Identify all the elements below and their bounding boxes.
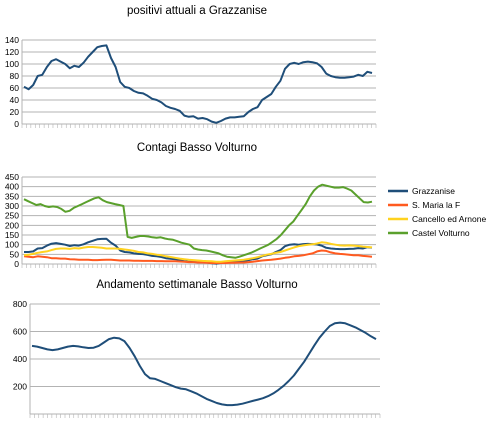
chart-2: Contagi Basso Volturno 050100150200250300… [5, 142, 487, 269]
y-tick-label: 80 [10, 71, 20, 81]
y-tick-label: 200 [5, 220, 19, 230]
y-tick-label: 60 [10, 83, 20, 93]
y-tick-label: 40 [10, 95, 20, 105]
y-tick-label: 400 [5, 182, 19, 192]
series-line-cancello-ed-arnone [23, 241, 373, 263]
y-tick-label: 120 [5, 47, 19, 57]
y-tick-label: 400 [13, 354, 27, 364]
y-tick-label: 100 [5, 59, 19, 69]
y-tick-label: 800 [13, 299, 27, 309]
x-ticks [21, 264, 377, 268]
legend-label: Cancello ed Arnone [412, 214, 486, 224]
legend-label: S. Maria la F [412, 200, 460, 210]
legend-label: Castel Volturno [412, 228, 470, 238]
y-tick-label: 200 [13, 382, 27, 392]
y-tick-label: 300 [5, 201, 19, 211]
y-tick-label: 600 [13, 327, 27, 337]
y-tick-label: 250 [5, 211, 19, 221]
series-line-s-maria-la-f [23, 249, 373, 264]
chart-3: Andamento settimanale Basso Volturno 200 4… [13, 279, 381, 418]
legend: Grazzanise S. Maria la F Cancello ed Arnon… [388, 186, 486, 238]
y-tick-label: 50 [10, 249, 20, 259]
series-line-castel-volturno [23, 183, 373, 259]
y-tick-label: 350 [5, 191, 19, 201]
y-tick-label: 0 [14, 119, 19, 129]
x-ticks [29, 414, 381, 418]
y-tick-label: 150 [5, 230, 19, 240]
series-line-1 [31, 321, 377, 407]
chart-title: Andamento settimanale Basso Volturno [96, 279, 297, 291]
y-tick-label: 450 [5, 172, 19, 182]
chart-title: positivi attuali a Grazzanise [127, 5, 267, 17]
legend-label: Grazzanise [412, 186, 455, 196]
y-tick-label: 0 [14, 259, 19, 269]
chart-title: Contagi Basso Volturno [137, 142, 257, 154]
y-tick-label: 20 [10, 107, 20, 117]
y-tick-label: 100 [5, 240, 19, 250]
series-line-1 [23, 44, 373, 124]
x-ticks [21, 124, 377, 128]
chart-1: positivi attuali a Grazzanise 0 20 40 60 80 10… [5, 5, 377, 129]
y-tick-label: 140 [5, 35, 19, 45]
